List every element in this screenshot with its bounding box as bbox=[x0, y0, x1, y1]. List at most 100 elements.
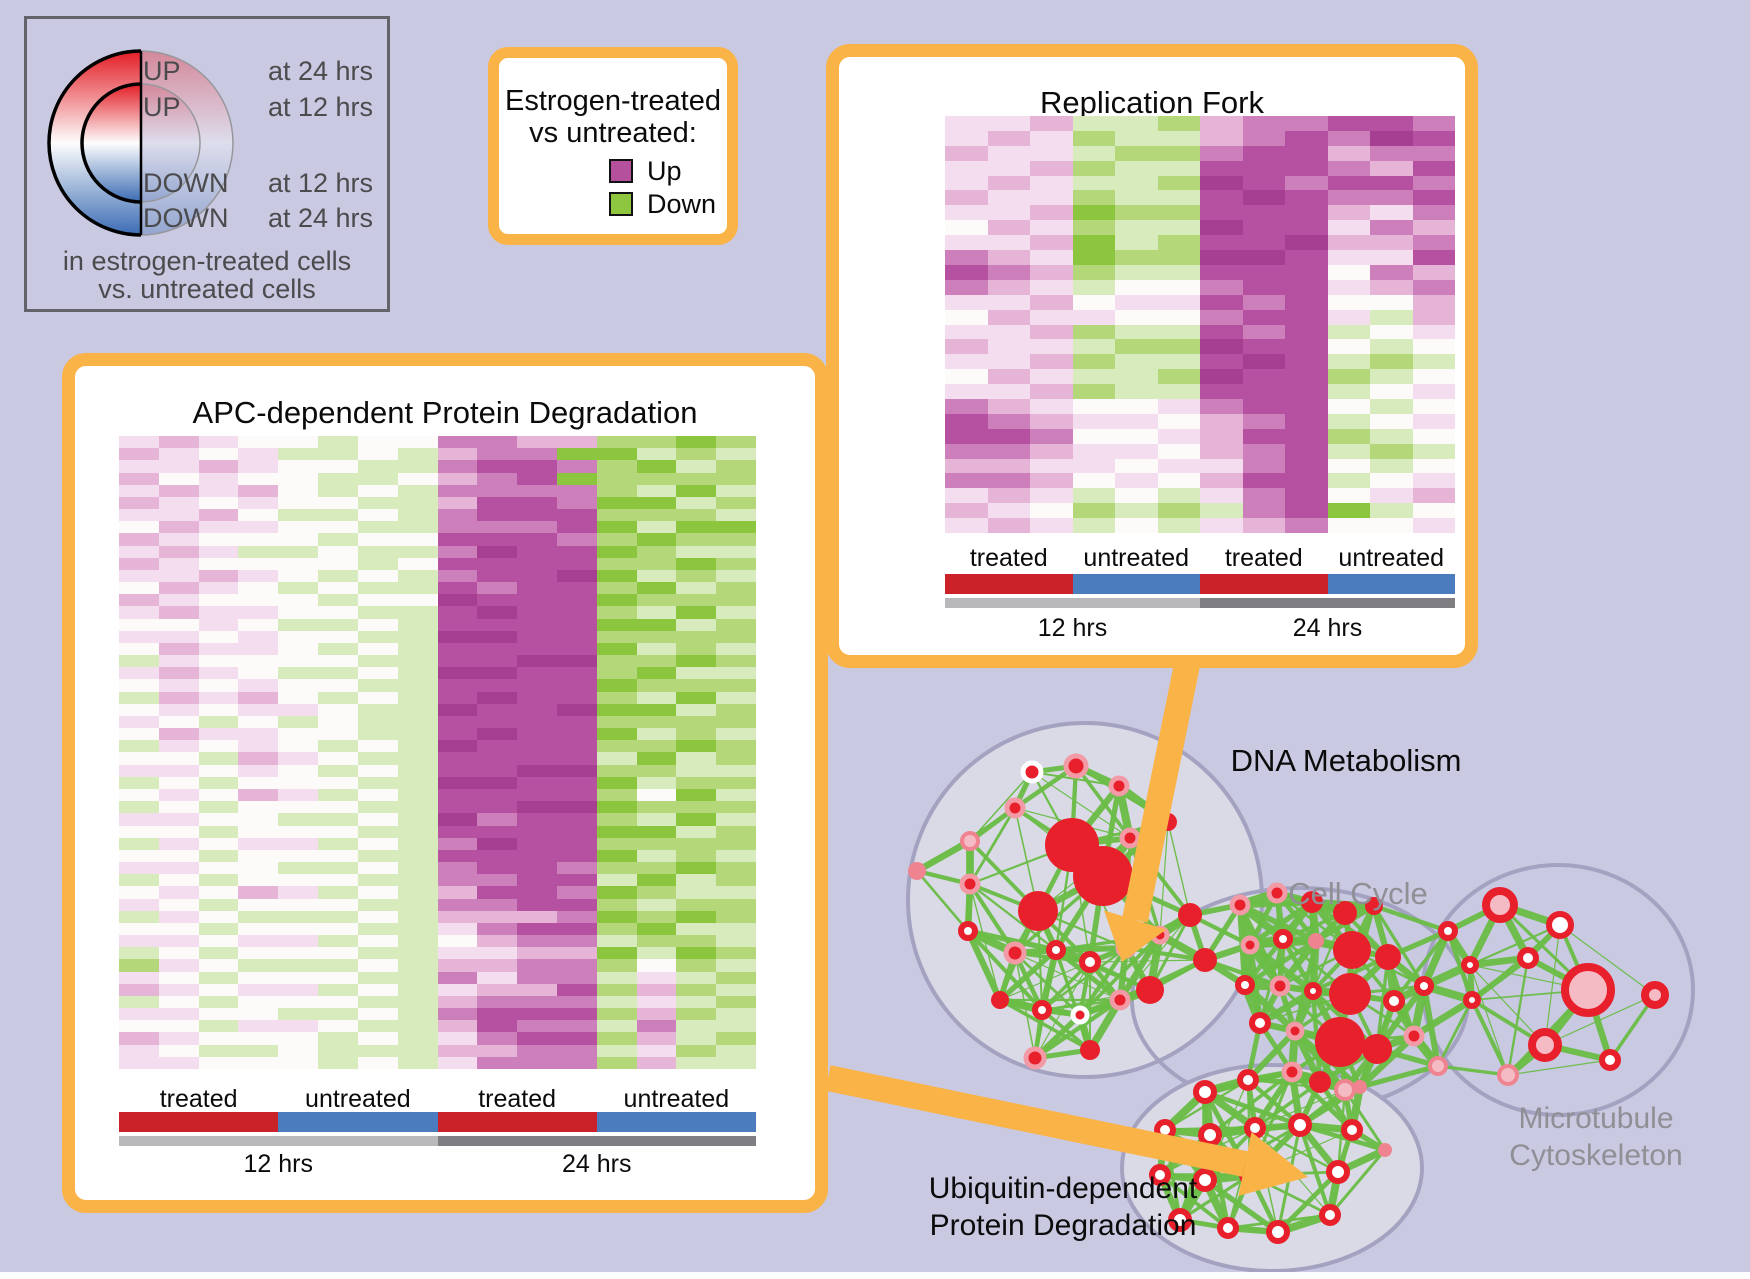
network-edge bbox=[1014, 947, 1127, 954]
heatmap-cell bbox=[397, 1056, 438, 1069]
heatmap-cell bbox=[1412, 190, 1455, 206]
network-edge bbox=[1249, 937, 1317, 949]
heatmap-cell bbox=[556, 569, 597, 583]
heatmap-cell bbox=[477, 582, 518, 595]
heatmap-cell bbox=[278, 436, 319, 449]
heatmap-cell bbox=[198, 789, 239, 802]
heatmap-cell bbox=[1157, 205, 1200, 221]
network-edge bbox=[1276, 1211, 1332, 1236]
heatmap-cell bbox=[357, 569, 398, 583]
network-edge bbox=[1505, 1042, 1548, 1078]
heatmap-cell bbox=[945, 309, 988, 325]
heatmap-cell bbox=[716, 533, 756, 546]
heatmap-cell bbox=[636, 582, 677, 595]
heatmap-cell bbox=[119, 801, 159, 814]
network-edge bbox=[1118, 985, 1152, 1005]
network-edge bbox=[1227, 1127, 1256, 1229]
heatmap-cell bbox=[1242, 473, 1285, 489]
heatmap-cell bbox=[397, 484, 438, 497]
heatmap-cell bbox=[987, 250, 1030, 265]
heatmap-cell bbox=[1072, 443, 1115, 459]
heatmap-cell bbox=[119, 606, 159, 619]
network-edge bbox=[1101, 819, 1170, 879]
heatmap-cell bbox=[477, 971, 518, 984]
ring-footer-line2: vs. untreated cells bbox=[98, 274, 316, 304]
heatmap-cell bbox=[556, 703, 597, 716]
heatmap-cell bbox=[278, 618, 319, 631]
heatmap-cell bbox=[636, 569, 677, 583]
network-node bbox=[1217, 1217, 1239, 1239]
heatmap-cell bbox=[945, 443, 988, 459]
network-node bbox=[1070, 1005, 1090, 1025]
heatmap-cell bbox=[278, 667, 319, 680]
heatmap-cell bbox=[1030, 294, 1073, 310]
heatmap-cell bbox=[357, 1008, 398, 1021]
heatmap-cell bbox=[596, 910, 637, 923]
heatmap-cell bbox=[1115, 369, 1158, 385]
ring-row-dir-3: DOWN bbox=[143, 203, 229, 233]
heatmap-cell bbox=[596, 545, 637, 558]
heatmap-cell bbox=[397, 557, 438, 570]
network-edge bbox=[1342, 1089, 1355, 1131]
network-edge bbox=[1119, 914, 1191, 1001]
heatmap-cell bbox=[1242, 235, 1285, 251]
network-edge bbox=[1245, 1028, 1298, 1083]
heatmap-cell bbox=[318, 789, 358, 802]
ring-legend-box: UP at 24 hrs UP at 12 hrs DOWN at 12 hrs… bbox=[24, 16, 390, 312]
heatmap-cell bbox=[636, 764, 677, 777]
heatmap-cell bbox=[397, 789, 438, 802]
network-edge bbox=[1386, 928, 1450, 960]
heatmap-cell bbox=[437, 533, 478, 546]
heatmap-cell bbox=[1242, 264, 1285, 280]
network-edge bbox=[1041, 989, 1151, 1011]
network-edge bbox=[1101, 873, 1192, 918]
heatmap-cell bbox=[556, 898, 597, 911]
heatmap-cell bbox=[158, 1044, 199, 1057]
heatmap-cell bbox=[357, 509, 398, 522]
heatmap-cell bbox=[676, 886, 717, 899]
network-node bbox=[1240, 935, 1260, 955]
heatmap-cell bbox=[517, 460, 557, 473]
heatmap-cell bbox=[556, 825, 597, 838]
heatmap-cell bbox=[158, 837, 199, 850]
heatmap-cell bbox=[1030, 458, 1073, 474]
heatmap-cell bbox=[357, 715, 398, 729]
heatmap-cell bbox=[716, 983, 756, 996]
dna-metabolism-label: DNA Metabolism bbox=[1230, 743, 1462, 778]
network-edge bbox=[1246, 942, 1284, 989]
heatmap-cell bbox=[1115, 503, 1158, 519]
heatmap-cell bbox=[1285, 279, 1328, 295]
heatmap-cell bbox=[119, 715, 159, 729]
heatmap-cell bbox=[397, 472, 438, 485]
heatmap-cell bbox=[119, 703, 159, 716]
heatmap-cell bbox=[1200, 339, 1243, 355]
heatmap-cell bbox=[1327, 458, 1370, 474]
network-edge bbox=[1348, 993, 1379, 1050]
network-node bbox=[1269, 975, 1291, 997]
network-node bbox=[1428, 1056, 1448, 1076]
network-edge bbox=[1124, 912, 1192, 951]
heatmap-cell bbox=[517, 983, 557, 996]
network-edge bbox=[1074, 763, 1121, 789]
heatmap-cell bbox=[318, 825, 358, 838]
heatmap-cell bbox=[596, 789, 637, 802]
heatmap-cell bbox=[1327, 309, 1370, 325]
heatmap-cell bbox=[119, 557, 159, 570]
network-edge bbox=[1033, 998, 1122, 1060]
network-edge bbox=[1209, 1122, 1301, 1138]
heatmap-cell bbox=[596, 618, 637, 631]
heatmap-cell bbox=[198, 460, 239, 473]
heatmap-cell bbox=[119, 1056, 159, 1069]
heatmap-cell bbox=[556, 728, 597, 741]
network-node bbox=[1315, 1017, 1365, 1067]
heatmap-cell bbox=[987, 160, 1030, 176]
network-edge bbox=[1290, 1070, 1354, 1132]
heatmap-cell bbox=[357, 959, 398, 972]
heatmap-cell bbox=[636, 971, 677, 984]
heatmap-cell bbox=[397, 874, 438, 887]
network-node bbox=[1353, 1080, 1367, 1094]
heatmap-cell bbox=[945, 473, 988, 489]
heatmap-cell bbox=[636, 886, 677, 899]
network-edge bbox=[1089, 959, 1206, 963]
network-edge bbox=[1298, 1088, 1347, 1127]
